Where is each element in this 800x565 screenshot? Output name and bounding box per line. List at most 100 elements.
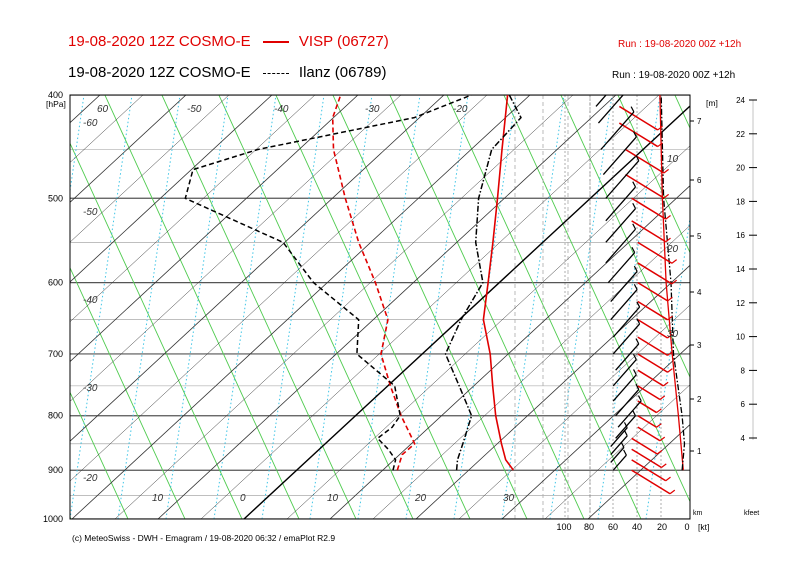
pressure-tick-label: 400 xyxy=(48,90,63,100)
height-km-tick-label: 3 xyxy=(697,341,702,350)
ilanz-wind-barb xyxy=(605,160,640,199)
ilanz-wind-barb-flag xyxy=(633,284,638,290)
visp-wind-barb xyxy=(637,319,669,339)
isotherm-line xyxy=(70,95,359,363)
wind-speed-unit-label: [kt] xyxy=(698,522,709,532)
ilanz-wind-barb-flag xyxy=(637,395,642,402)
visp-wind-barb xyxy=(631,448,662,469)
visp-wind-barb-flag xyxy=(659,395,666,400)
visp-wind-barb xyxy=(631,469,671,495)
ilanz-wind-barb-flag xyxy=(630,106,635,113)
visp-wind-barb-flag xyxy=(661,463,667,468)
ilanz-wind-barb-flag xyxy=(635,383,640,390)
kfeet-tick-label: 14 xyxy=(736,265,745,274)
isotherm-left-label: -20 xyxy=(83,473,98,484)
dry-adiabat-line xyxy=(161,95,357,519)
isotherm-left-label: -60 xyxy=(83,118,98,129)
visp-wind-barb-flag xyxy=(656,408,662,414)
dry-adiabat-line xyxy=(617,95,690,254)
ilanz-wind-barb-flag xyxy=(632,223,637,230)
isotherm-zero-line xyxy=(243,105,690,519)
pressure-tick-label: 600 xyxy=(48,278,63,288)
ilanz-wind-barb-flag xyxy=(632,202,637,209)
visp-wind-barb xyxy=(637,415,657,428)
station-1-title: 19-08-2020 12Z COSMO-E VISP (06727) xyxy=(68,33,389,50)
isotherm-line xyxy=(286,145,690,519)
ilanz-wind-barb-flag xyxy=(623,449,627,456)
dry-adiabat-line xyxy=(332,95,528,519)
height-km-tick-label: 4 xyxy=(697,288,702,297)
height-km-tick-label: 5 xyxy=(697,232,702,241)
ilanz-wind-barb xyxy=(605,186,637,222)
isotherm-line xyxy=(157,95,617,519)
isotherm-left-label: -30 xyxy=(83,383,98,394)
mixing-ratio-line xyxy=(357,95,421,519)
dry-adiabat-line xyxy=(674,95,690,130)
visp-wind-barb-flag xyxy=(667,333,673,339)
ilanz-wind-barb-flag xyxy=(632,410,636,417)
ilanz-wind-barb-flag xyxy=(623,422,628,429)
isotherm-line xyxy=(70,95,402,402)
visp-wind-barb-flag xyxy=(663,168,670,174)
dry-adiabat-line xyxy=(0,0,14,519)
plot-frame xyxy=(69,94,691,520)
isotherm-line xyxy=(458,304,690,519)
visp-wind-barb xyxy=(618,105,659,131)
wind-speed-tick-label: 0 xyxy=(684,522,689,532)
visp-wind-barb xyxy=(637,281,669,302)
isotherm-line xyxy=(70,95,445,442)
ilanz-wind-barb xyxy=(612,454,627,471)
isotherm-line xyxy=(70,95,273,283)
visp-wind-barb-flag xyxy=(665,237,671,243)
visp-wind-barb xyxy=(637,336,669,357)
visp-wind-barb xyxy=(637,426,661,442)
visp-wind-barb xyxy=(625,173,665,199)
station-2-name: Ilanz (06789) xyxy=(298,64,387,81)
kfeet-tick-label: 12 xyxy=(736,299,745,308)
mixing-ratio-line xyxy=(405,95,469,519)
ilanz-wind-barb xyxy=(615,343,640,371)
visp-wind-barb xyxy=(637,369,664,387)
mixing-ratio-line xyxy=(165,95,229,519)
wind-speed-tick-label: 60 xyxy=(608,522,618,532)
isotherm-top-label: -20 xyxy=(453,104,468,115)
kfeet-tick-label: 24 xyxy=(736,96,745,105)
ilanz-wind-barb-flag xyxy=(623,430,628,437)
isotherm-top-label: -50 xyxy=(187,104,202,115)
visp-wind-barb xyxy=(625,148,665,174)
height-km-tick-label: 6 xyxy=(697,176,702,185)
isotherm-top-label: -40 xyxy=(274,104,289,115)
ilanz-wind-barb xyxy=(610,435,628,455)
pressure-tick-label: 700 xyxy=(48,349,63,359)
visp-wind-barb-flag xyxy=(663,381,669,387)
ilanz-wind-barb-flag xyxy=(626,64,629,69)
ilanz-wind-barb-flag xyxy=(635,155,640,161)
ilanz-wind-barb-flag xyxy=(632,181,637,188)
station-2-legend-dashdot-line xyxy=(262,72,289,74)
pressure-tick-label: 1000 xyxy=(43,514,63,524)
kfeet-unit-label: kfeet xyxy=(744,510,759,517)
mixing-ratio-line xyxy=(597,95,661,519)
ilanz-wind-barb-flag xyxy=(633,131,637,138)
ilanz-wind-barb xyxy=(602,136,637,175)
isotherm-line xyxy=(71,95,531,519)
isotherm-bottom-label: 0 xyxy=(240,493,246,504)
visp-wind-barb xyxy=(631,459,667,482)
visp-temperature-curve xyxy=(482,95,515,471)
isotherm-line xyxy=(0,95,14,519)
dry-adiabat-line xyxy=(446,95,642,519)
station-2-model-label: 19-08-2020 12Z COSMO-E xyxy=(68,64,251,81)
visp-wind-barb-flag xyxy=(667,368,673,373)
kfeet-tick-label: 4 xyxy=(741,434,746,443)
dry-adiabat-line xyxy=(104,95,300,519)
ilanz-wind-barb xyxy=(610,427,628,447)
isotherm-line xyxy=(544,384,690,519)
mixing-ratio-line xyxy=(501,95,565,519)
height-km-tick-label: 7 xyxy=(697,117,702,126)
dry-adiabat-line xyxy=(275,95,471,519)
ilanz-wind-barb xyxy=(615,389,640,417)
visp-wind-barb-flag xyxy=(657,142,663,148)
visp-wind-barb-flag xyxy=(667,315,673,321)
mixing-ratio-line xyxy=(213,95,277,519)
